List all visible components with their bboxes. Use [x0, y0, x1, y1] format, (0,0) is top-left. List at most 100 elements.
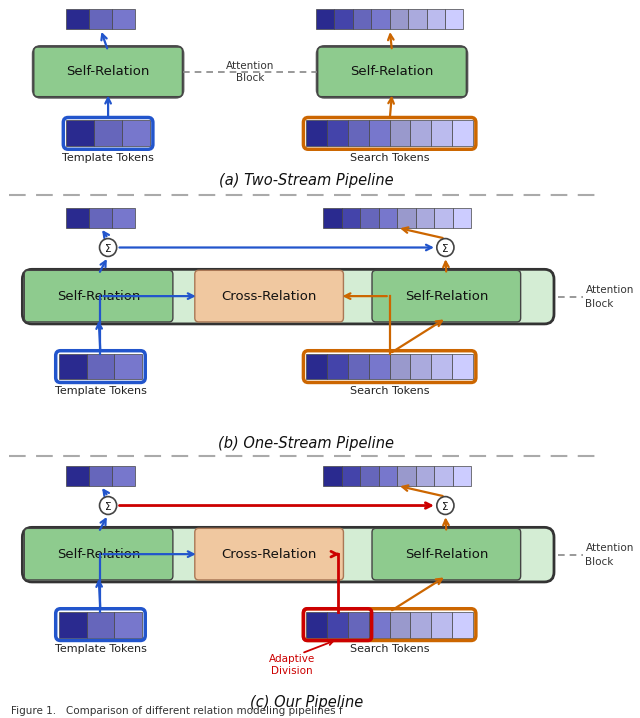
- Text: Attention: Attention: [586, 543, 634, 553]
- Bar: [452, 208, 471, 228]
- Text: Template Tokens: Template Tokens: [54, 386, 147, 396]
- Text: Self-Relation: Self-Relation: [350, 65, 434, 78]
- Bar: [390, 9, 408, 29]
- Bar: [390, 354, 410, 380]
- Bar: [112, 208, 135, 228]
- Text: Self-Relation: Self-Relation: [57, 548, 140, 561]
- Bar: [369, 612, 390, 638]
- FancyBboxPatch shape: [317, 46, 467, 98]
- Text: Self-Relation: Self-Relation: [67, 65, 150, 78]
- Circle shape: [100, 238, 116, 256]
- FancyBboxPatch shape: [372, 270, 521, 322]
- Bar: [369, 121, 390, 146]
- Bar: [452, 466, 471, 485]
- Text: Block: Block: [236, 73, 264, 83]
- Bar: [58, 354, 86, 380]
- Bar: [360, 466, 379, 485]
- Text: Cross-Relation: Cross-Relation: [221, 289, 317, 302]
- Text: Adaptive
Division: Adaptive Division: [269, 655, 315, 676]
- Text: Self-Relation: Self-Relation: [57, 289, 140, 302]
- Bar: [416, 208, 434, 228]
- Bar: [397, 208, 416, 228]
- Text: Search Tokens: Search Tokens: [350, 153, 429, 163]
- Bar: [410, 354, 431, 380]
- Bar: [452, 354, 473, 380]
- Text: Attention: Attention: [586, 284, 634, 294]
- Bar: [66, 9, 89, 29]
- Text: Search Tokens: Search Tokens: [350, 645, 429, 654]
- Text: $\Sigma$: $\Sigma$: [442, 500, 449, 512]
- Bar: [327, 121, 348, 146]
- Bar: [348, 612, 369, 638]
- Bar: [66, 121, 94, 146]
- Bar: [371, 9, 390, 29]
- Bar: [94, 121, 122, 146]
- Circle shape: [437, 238, 454, 256]
- Circle shape: [437, 497, 454, 515]
- Text: (b) One-Stream Pipeline: (b) One-Stream Pipeline: [218, 436, 394, 450]
- Bar: [397, 466, 416, 485]
- Bar: [334, 9, 353, 29]
- FancyBboxPatch shape: [22, 269, 554, 324]
- Bar: [112, 466, 135, 485]
- Text: $\Sigma$: $\Sigma$: [104, 500, 112, 512]
- Bar: [348, 354, 369, 380]
- Bar: [410, 612, 431, 638]
- Bar: [66, 208, 89, 228]
- Bar: [307, 121, 327, 146]
- Bar: [360, 208, 379, 228]
- Bar: [327, 354, 348, 380]
- FancyBboxPatch shape: [195, 270, 344, 322]
- Bar: [390, 612, 410, 638]
- Text: Cross-Relation: Cross-Relation: [221, 548, 317, 561]
- Bar: [122, 121, 150, 146]
- Bar: [89, 208, 112, 228]
- Bar: [452, 612, 473, 638]
- Bar: [416, 466, 434, 485]
- Text: Figure 1.   Comparison of different relation modeling pipelines f: Figure 1. Comparison of different relati…: [11, 706, 342, 716]
- FancyBboxPatch shape: [317, 47, 467, 97]
- Bar: [86, 612, 115, 638]
- Bar: [431, 354, 452, 380]
- Bar: [342, 466, 360, 485]
- Bar: [410, 121, 431, 146]
- FancyBboxPatch shape: [195, 528, 344, 580]
- FancyBboxPatch shape: [33, 46, 184, 98]
- Bar: [323, 208, 342, 228]
- Bar: [379, 208, 397, 228]
- FancyBboxPatch shape: [24, 270, 173, 322]
- FancyBboxPatch shape: [24, 528, 173, 580]
- Bar: [86, 354, 115, 380]
- Bar: [408, 9, 427, 29]
- Bar: [369, 354, 390, 380]
- Bar: [327, 612, 348, 638]
- Bar: [66, 466, 89, 485]
- Text: Self-Relation: Self-Relation: [404, 289, 488, 302]
- Bar: [323, 466, 342, 485]
- Text: Template Tokens: Template Tokens: [62, 153, 154, 163]
- Text: Block: Block: [586, 556, 614, 567]
- Bar: [353, 9, 371, 29]
- Bar: [427, 9, 445, 29]
- Circle shape: [100, 497, 116, 515]
- Bar: [89, 466, 112, 485]
- FancyBboxPatch shape: [34, 47, 182, 97]
- Text: Block: Block: [586, 299, 614, 309]
- Text: (c) Our Pipeline: (c) Our Pipeline: [250, 694, 363, 709]
- Bar: [307, 612, 327, 638]
- Bar: [390, 121, 410, 146]
- Bar: [342, 208, 360, 228]
- Text: $\Sigma$: $\Sigma$: [442, 242, 449, 254]
- Bar: [307, 354, 327, 380]
- Bar: [115, 612, 142, 638]
- Text: Self-Relation: Self-Relation: [404, 548, 488, 561]
- Bar: [434, 466, 452, 485]
- Bar: [431, 121, 452, 146]
- Bar: [348, 121, 369, 146]
- Bar: [445, 9, 463, 29]
- Bar: [316, 9, 334, 29]
- Bar: [434, 208, 452, 228]
- Text: Search Tokens: Search Tokens: [350, 386, 429, 396]
- Text: Attention: Attention: [226, 61, 275, 71]
- FancyBboxPatch shape: [22, 527, 554, 582]
